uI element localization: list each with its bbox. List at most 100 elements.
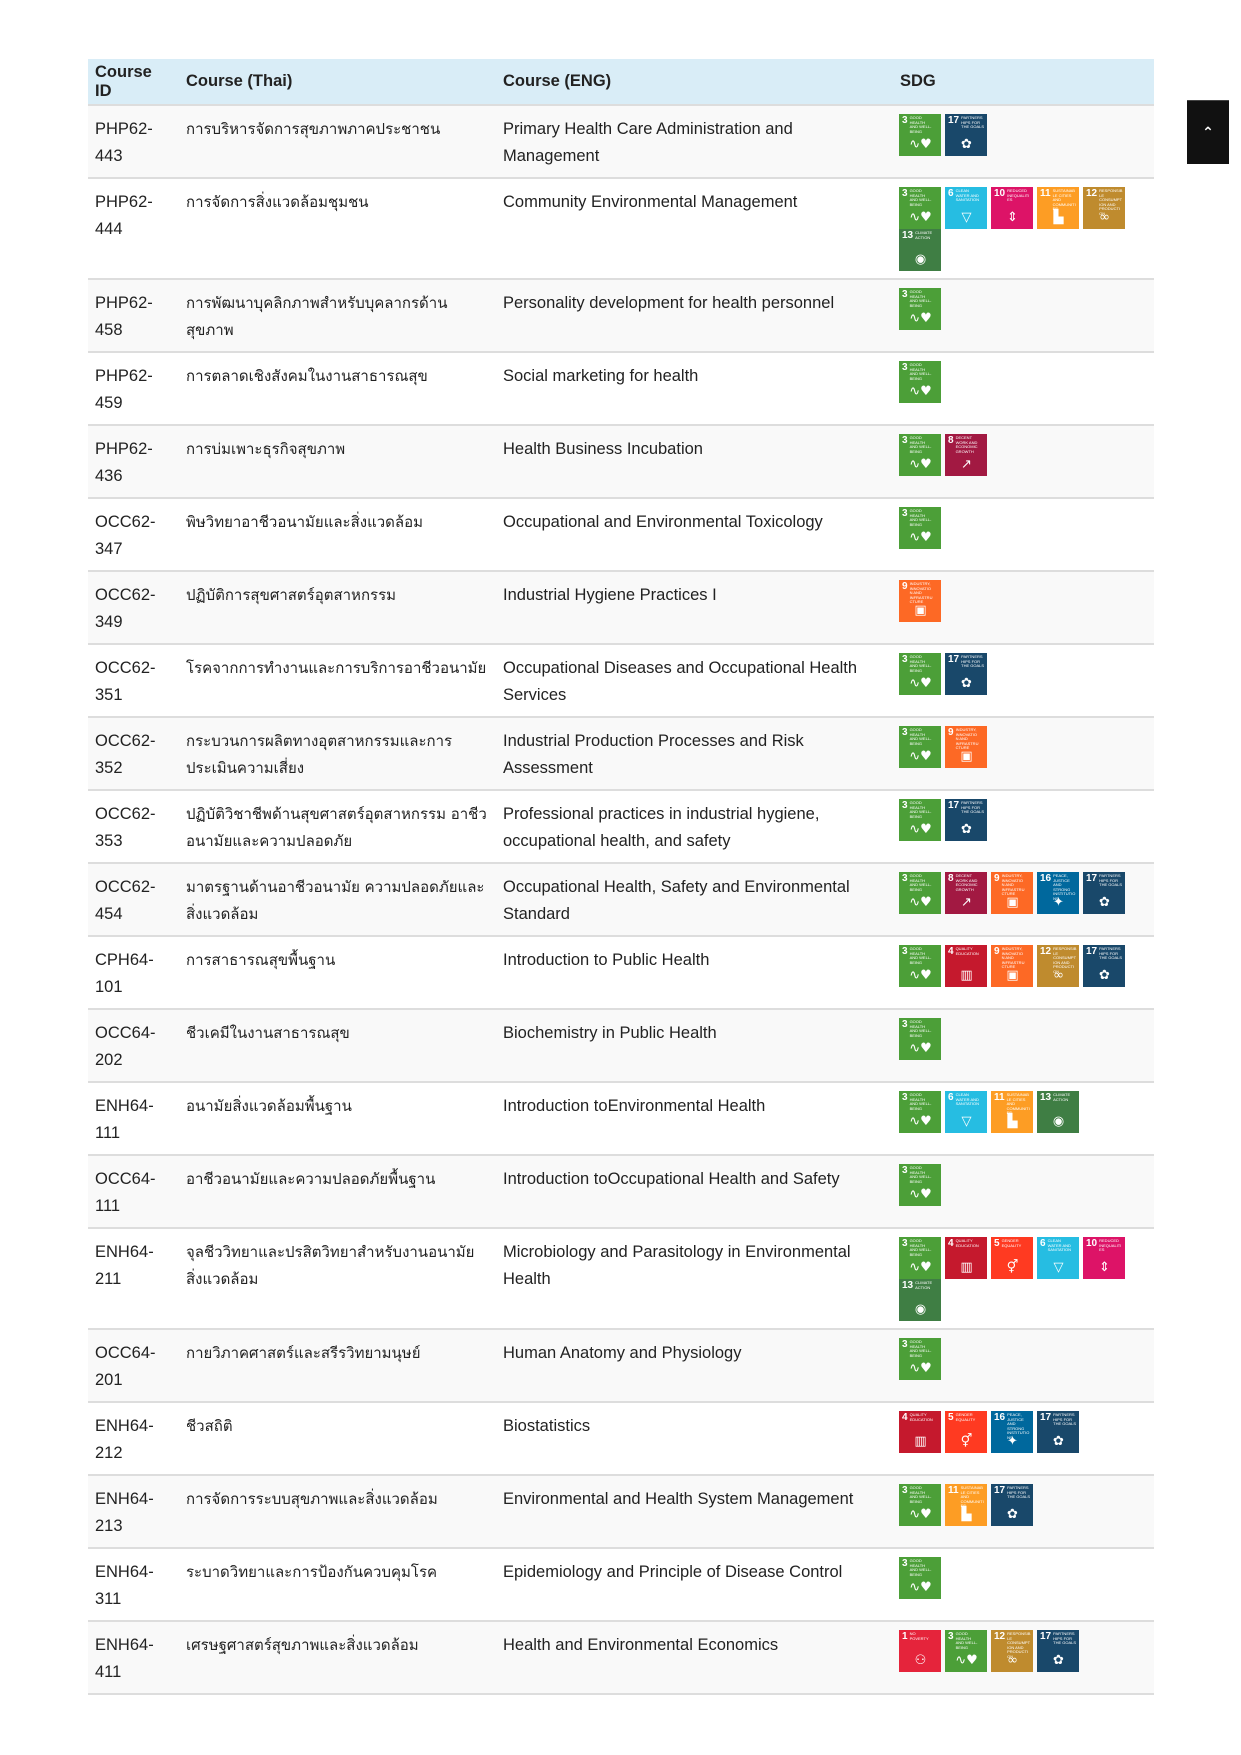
sdg-number: 17 bbox=[1040, 1412, 1052, 1423]
sdg-header: 3 Good Health and Well-being bbox=[902, 1019, 939, 1040]
course-eng-cell: Community Environmental Management bbox=[496, 178, 893, 280]
course-eng-cell: Personality development for health perso… bbox=[496, 279, 893, 353]
sdg-title: Good Health and Well-being bbox=[909, 1238, 932, 1257]
sdg-header: 4 Quality Education bbox=[948, 1238, 985, 1259]
sdg-glyph-icon: ✦ bbox=[1007, 1434, 1018, 1449]
sdg-title: Industry, Innovation and Infrastructure bbox=[1001, 946, 1025, 969]
sdg-icon-list: 4 Quality Education ▥ 5 Gender Equality ⚥ 16 Pe… bbox=[899, 1411, 1139, 1453]
sdg-11-icon: 11 Sustainable Cities and Communities ▙ bbox=[991, 1091, 1033, 1133]
sdg-title: No Poverty bbox=[909, 1631, 929, 1641]
course-id-cell: OCC62-352 bbox=[88, 717, 179, 791]
sdg-glyph-icon: ∿♥ bbox=[955, 1653, 978, 1668]
sdg-8-icon: 8 Decent Work and Economic Growth ↗ bbox=[945, 872, 987, 914]
sdg-header: 4 Quality Education bbox=[948, 946, 985, 967]
sdg-number: 3 bbox=[902, 1019, 908, 1030]
sdg-number: 10 bbox=[1086, 1238, 1098, 1249]
sdg-title: Good Health and Well-being bbox=[909, 362, 932, 381]
sdg-3-icon: 3 Good Health and Well-being ∿♥ bbox=[899, 726, 941, 768]
sdg-header: 3 Good Health and Well-being bbox=[902, 289, 939, 310]
sdg-3-icon: 3 Good Health and Well-being ∿♥ bbox=[899, 1557, 941, 1599]
sdg-header: 17 Partnerships for the Goals bbox=[1040, 1412, 1077, 1433]
sdg-title: Good Health and Well-being bbox=[909, 115, 932, 134]
course-thai-cell: การจัดการสิ่งแวดล้อมชุมชน bbox=[179, 178, 496, 280]
sdg-3-icon: 3 Good Health and Well-being ∿♥ bbox=[899, 1164, 941, 1206]
sdg-glyph-icon: ∿♥ bbox=[909, 822, 932, 837]
course-thai-cell: เศรษฐศาสตร์สุขภาพและสิ่งแวดล้อม bbox=[179, 1621, 496, 1695]
course-id-cell: CPH64-101 bbox=[88, 936, 179, 1010]
sdg-glyph-icon: ▥ bbox=[914, 1434, 927, 1449]
sdg-header: 17 Partnerships for the Goals bbox=[1040, 1631, 1077, 1652]
scroll-to-top-button[interactable]: ⌃ bbox=[1187, 100, 1229, 164]
sdg-header: 3 Good Health and Well-being bbox=[902, 727, 939, 748]
sdg-9-icon: 9 Industry, Innovation and Infrastructure… bbox=[899, 580, 941, 622]
course-thai-cell: การพัฒนาบุคลิกภาพสำหรับบุคลากรด้านสุขภาพ bbox=[179, 279, 496, 353]
sdg-glyph-icon: ∞ bbox=[1007, 1653, 1018, 1668]
course-eng-cell: Social marketing for health bbox=[496, 352, 893, 426]
sdg-5-icon: 5 Gender Equality ⚥ bbox=[991, 1237, 1033, 1279]
table-row: ENH64-411 เศรษฐศาสตร์สุขภาพและสิ่งแวดล้อม… bbox=[88, 1621, 1154, 1695]
table-row: OCC62-351 โรคจากการทำงานและการบริการอาชีว… bbox=[88, 644, 1154, 718]
sdg-3-icon: 3 Good Health and Well-being ∿♥ bbox=[899, 1237, 941, 1279]
sdg-title: Clean Water and Sanitation bbox=[1047, 1238, 1071, 1252]
course-id-cell: OCC64-202 bbox=[88, 1009, 179, 1083]
sdg-header: 3 Good Health and Well-being bbox=[902, 873, 939, 894]
course-id-cell: OCC62-454 bbox=[88, 863, 179, 937]
sdg-title: Good Health and Well-being bbox=[909, 654, 932, 673]
sdg-title: Quality Education bbox=[909, 1412, 933, 1422]
sdg-title: Sustainable Cities and Communities bbox=[1006, 1092, 1030, 1115]
sdg-1-icon: 1 No Poverty ⚇ bbox=[899, 1630, 941, 1672]
sdg-icon-list: 3 Good Health and Well-being ∿♥ bbox=[899, 1018, 1139, 1060]
sdg-3-icon: 3 Good Health and Well-being ∿♥ bbox=[899, 945, 941, 987]
sdg-title: Good Health and Well-being bbox=[909, 188, 932, 207]
sdg-title: Gender Equality bbox=[1001, 1238, 1022, 1248]
table-row: PHP62-459 การตลาดเชิงสังคมในงานสาธารณสุข S… bbox=[88, 352, 1154, 426]
sdg-number: 9 bbox=[994, 873, 1000, 884]
sdg-cell: 3 Good Health and Well-being ∿♥ 17 Partnersh… bbox=[893, 790, 1154, 864]
course-thai-cell: อนามัยสิ่งแวดล้อมพื้นฐาน bbox=[179, 1082, 496, 1156]
sdg-number: 3 bbox=[902, 1092, 908, 1103]
table-row: OCC62-353 ปฏิบัติวิชาชีพด้านสุขศาสตร์อุตส… bbox=[88, 790, 1154, 864]
sdg-number: 3 bbox=[902, 115, 908, 126]
sdg-header: 9 Industry, Innovation and Infrastructure bbox=[902, 581, 939, 604]
sdg-cell: 9 Industry, Innovation and Infrastructure… bbox=[893, 571, 1154, 645]
sdg-glyph-icon: ∿♥ bbox=[909, 676, 932, 691]
table-row: PHP62-443 การบริหารจัดการสุขภาพภาคประชาชน… bbox=[88, 105, 1154, 179]
sdg-title: Partnerships for the Goals bbox=[961, 115, 985, 129]
sdg-title: Good Health and Well-being bbox=[909, 289, 932, 308]
course-id-cell: ENH64-411 bbox=[88, 1621, 179, 1695]
sdg-glyph-icon: ∞ bbox=[1053, 968, 1064, 983]
sdg-number: 8 bbox=[948, 873, 954, 884]
sdg-3-icon: 3 Good Health and Well-being ∿♥ bbox=[899, 114, 941, 156]
course-thai-cell: กระบวนการผลิตทางอุตสาหกรรมและการประเมินค… bbox=[179, 717, 496, 791]
course-id-cell: OCC64-201 bbox=[88, 1329, 179, 1403]
sdg-title: Industry, Innovation and Infrastructure bbox=[909, 581, 933, 604]
sdg-glyph-icon: ✿ bbox=[961, 822, 972, 837]
sdg-title: Good Health and Well-being bbox=[909, 1558, 932, 1577]
sdg-cell: 3 Good Health and Well-being ∿♥ bbox=[893, 1009, 1154, 1083]
table-row: ENH64-212 ชีวสถิติ Biostatistics 4 Quality E… bbox=[88, 1402, 1154, 1476]
sdg-glyph-icon: ✿ bbox=[961, 676, 972, 691]
sdg-glyph-icon: ∿♥ bbox=[909, 1041, 932, 1056]
course-thai-cell: มาตรฐานด้านอาชีวอนามัย ความปลอดภัยและสิ่… bbox=[179, 863, 496, 937]
course-thai-cell: จุลชีววิทยาและปรสิตวิทยาสำหรับงานอนามัยส… bbox=[179, 1228, 496, 1330]
sdg-title: Good Health and Well-being bbox=[909, 1485, 932, 1504]
sdg-3-icon: 3 Good Health and Well-being ∿♥ bbox=[899, 799, 941, 841]
sdg-3-icon: 3 Good Health and Well-being ∿♥ bbox=[899, 653, 941, 695]
table-row: OCC62-352 กระบวนการผลิตทางอุตสาหกรรมและกา… bbox=[88, 717, 1154, 791]
table-body: PHP62-443 การบริหารจัดการสุขภาพภาคประชาชน… bbox=[88, 105, 1154, 1695]
sdg-number: 3 bbox=[902, 188, 908, 199]
sdg-header: 17 Partnerships for the Goals bbox=[948, 654, 985, 675]
sdg-number: 3 bbox=[902, 946, 908, 957]
sdg-number: 13 bbox=[1040, 1092, 1052, 1103]
sdg-13-icon: 13 Climate Action ◉ bbox=[899, 229, 941, 271]
sdg-title: Industry, Innovation and Infrastructure bbox=[955, 727, 979, 750]
table-row: CPH64-101 การสาธารณสุขพื้นฐาน Introduction… bbox=[88, 936, 1154, 1010]
course-id-cell: ENH64-213 bbox=[88, 1475, 179, 1549]
sdg-17-icon: 17 Partnerships for the Goals ✿ bbox=[945, 799, 987, 841]
chevron-up-icon: ⌃ bbox=[1202, 124, 1214, 141]
sdg-number: 8 bbox=[948, 435, 954, 446]
course-thai-cell: การสาธารณสุขพื้นฐาน bbox=[179, 936, 496, 1010]
sdg-header: 11 Sustainable Cities and Communities bbox=[994, 1092, 1031, 1115]
sdg-number: 12 bbox=[1086, 188, 1098, 199]
sdg-glyph-icon: ∞ bbox=[1099, 210, 1110, 225]
